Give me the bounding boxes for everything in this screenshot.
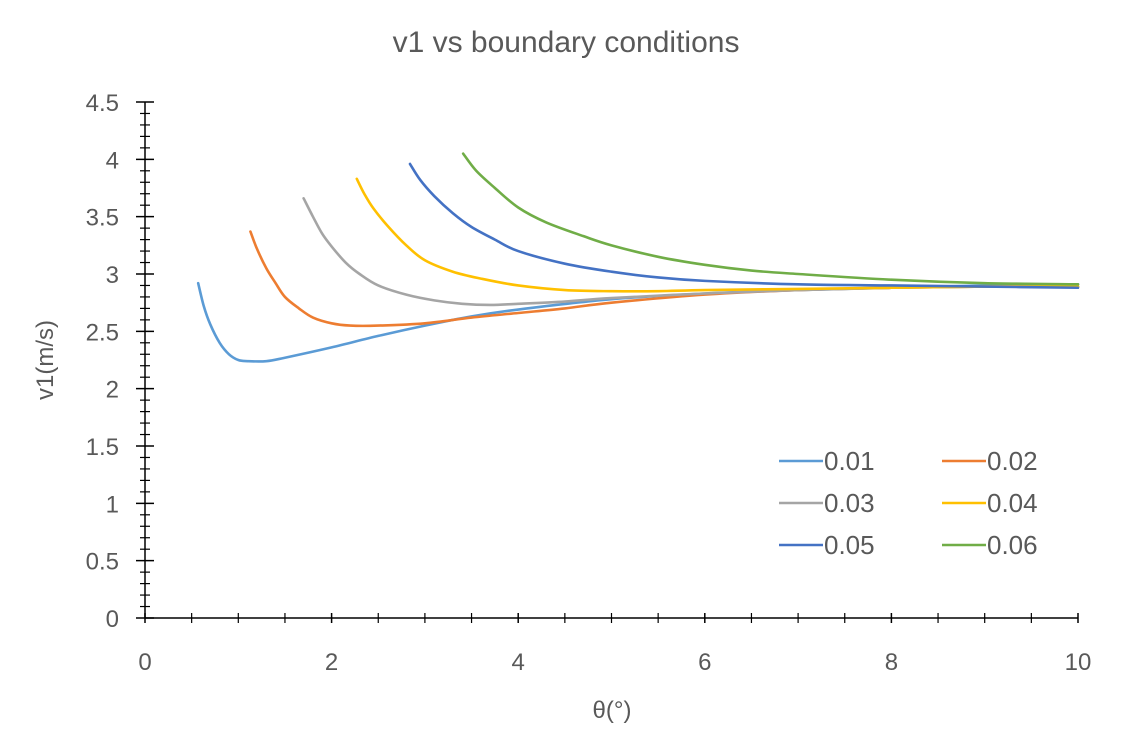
series-line-0.05	[408, 162, 1080, 290]
x-tick-label: 6	[698, 649, 711, 676]
legend-label: 0.03	[824, 488, 875, 518]
legend-label: 0.06	[987, 530, 1038, 560]
y-tick-label: 3.5	[86, 205, 119, 232]
y-tick-label: 3	[106, 262, 119, 289]
x-tick-labels: 0 2 4 6 8 10	[138, 649, 1091, 676]
series-line-0.04	[355, 177, 1080, 293]
legend-label: 0.05	[824, 530, 875, 560]
y-tick-label: 1	[106, 491, 119, 518]
y-axis-label: v1(m/s)	[32, 320, 59, 400]
x-tick-label: 10	[1065, 649, 1092, 676]
x-tick-label: 8	[885, 649, 898, 676]
legend-label: 0.02	[987, 446, 1038, 476]
axes	[136, 101, 1079, 623]
y-tick-label: 0	[106, 606, 119, 633]
y-tick-label: 0.5	[86, 549, 119, 576]
x-axis-label: θ(°)	[593, 697, 632, 724]
legend-label: 0.04	[987, 488, 1038, 518]
chart-title: v1 vs boundary conditions	[393, 26, 740, 59]
y-tick-label: 4	[106, 147, 119, 174]
y-tick-label: 1.5	[86, 434, 119, 461]
y-tick-label: 4.5	[86, 90, 119, 117]
y-tick-label: 2.5	[86, 319, 119, 346]
x-tick-label: 2	[325, 649, 338, 676]
series-lines	[196, 152, 1080, 363]
legend-label: 0.01	[824, 446, 875, 476]
y-tick-labels: 0 0.5 1 1.5 2 2.5 3 3.5 4 4.5	[86, 90, 119, 633]
series-line-0.06	[461, 152, 1080, 286]
y-tick-label: 2	[106, 377, 119, 404]
legend: 0.01 0.02 0.03 0.04 0.05 0.06	[779, 446, 1038, 560]
x-tick-label: 4	[512, 649, 525, 676]
x-tick-label: 0	[138, 649, 151, 676]
